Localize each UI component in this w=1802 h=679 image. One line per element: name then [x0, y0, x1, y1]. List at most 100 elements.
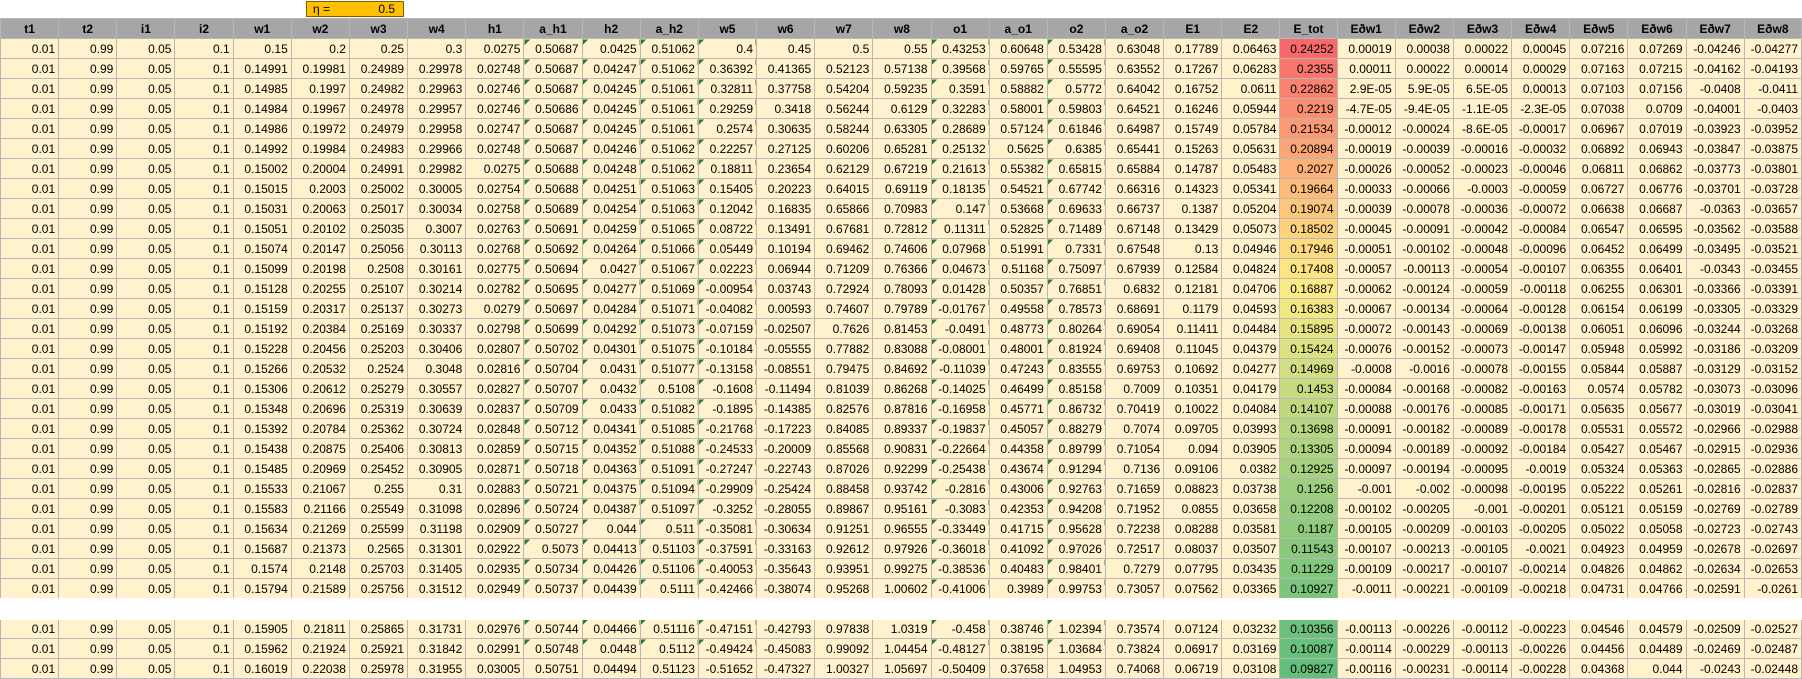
cell-a-h1[interactable]: 0.50689	[523, 198, 583, 219]
cell-o1[interactable]: 0.32283	[930, 98, 990, 119]
cell-t1[interactable]: 0.01	[0, 98, 60, 119]
cell-t2[interactable]: 0.99	[58, 398, 118, 419]
cell-e-w1[interactable]: -0.00114	[1336, 638, 1396, 659]
cell-w1[interactable]: 0.15266	[232, 358, 292, 379]
cell-e-w8[interactable]: -0.03329	[1743, 298, 1802, 319]
cell-e2[interactable]: 0.06463	[1221, 38, 1281, 59]
cell-e-w7[interactable]: -0.02469	[1685, 638, 1745, 659]
cell-e-tot[interactable]: 0.1187	[1279, 518, 1338, 539]
cell-w3[interactable]: 0.25107	[348, 278, 409, 299]
cell-e2[interactable]: 0.05341	[1221, 178, 1281, 199]
cell-w3[interactable]: 0.2508	[348, 258, 409, 279]
cell-i1[interactable]: 0.05	[116, 398, 176, 419]
cell-w3[interactable]: 0.25	[348, 38, 409, 59]
cell-a-o2[interactable]: 0.7279	[1104, 558, 1165, 579]
cell-w5[interactable]: -0.04082	[697, 298, 758, 319]
column-header[interactable]: w5	[697, 18, 758, 39]
cell-w4[interactable]: 0.31198	[407, 518, 467, 539]
cell-e-w6[interactable]: 0.06401	[1627, 258, 1687, 279]
cell-e-w8[interactable]: -0.02988	[1743, 418, 1802, 439]
cell-a-h2[interactable]: 0.51061	[639, 118, 699, 139]
cell-a-h2[interactable]: 0.51065	[639, 218, 699, 239]
cell-a-o2[interactable]: 0.66737	[1104, 198, 1165, 219]
cell-i2[interactable]: 0.1	[174, 538, 234, 559]
cell-w2[interactable]: 0.20612	[290, 378, 350, 399]
cell-t1[interactable]: 0.01	[0, 158, 60, 179]
cell-w5[interactable]: -0.00954	[697, 278, 758, 299]
cell-e-w6[interactable]: 0.05363	[1627, 458, 1687, 479]
cell-e-w8[interactable]: -0.03152	[1743, 358, 1802, 379]
cell-h2[interactable]: 0.04341	[581, 418, 641, 439]
cell-e-tot[interactable]: 0.09827	[1279, 658, 1338, 679]
cell-i1[interactable]: 0.05	[116, 498, 176, 519]
cell-e-w8[interactable]: -0.0403	[1743, 98, 1802, 119]
cell-i2[interactable]: 0.1	[174, 58, 234, 79]
cell-h2[interactable]: 0.04413	[581, 538, 641, 559]
cell-i1[interactable]: 0.05	[116, 58, 176, 79]
cell-h2[interactable]: 0.04246	[581, 138, 641, 159]
cell-o2[interactable]: 0.59803	[1046, 98, 1106, 119]
cell-h1[interactable]: 0.03005	[465, 658, 525, 679]
cell-e-w4[interactable]: -0.00118	[1511, 278, 1571, 299]
cell-e-w8[interactable]: -0.04277	[1743, 38, 1802, 59]
cell-e1[interactable]: 0.12181	[1163, 278, 1223, 299]
cell-e-tot[interactable]: 0.11543	[1279, 538, 1338, 559]
cell-h2[interactable]: 0.04363	[581, 458, 641, 479]
cell-e2[interactable]: 0.03581	[1221, 518, 1281, 539]
cell-w2[interactable]: 0.20004	[290, 158, 350, 179]
cell-e-w4[interactable]: -0.00017	[1511, 118, 1571, 139]
cell-e-w2[interactable]: -0.00168	[1394, 378, 1454, 399]
cell-a-o1[interactable]: 0.54521	[988, 178, 1048, 199]
cell-e-w3[interactable]: -0.001	[1452, 498, 1513, 519]
cell-o1[interactable]: 0.01428	[930, 278, 990, 299]
cell-e-tot[interactable]: 0.1453	[1279, 378, 1338, 399]
cell-t2[interactable]: 0.99	[58, 578, 118, 599]
cell-a-o1[interactable]: 0.60648	[988, 38, 1048, 59]
cell-a-h1[interactable]: 0.50688	[523, 158, 583, 179]
learning-rate-cell[interactable]: η = 0.5	[306, 1, 404, 17]
cell-e1[interactable]: 0.14787	[1163, 158, 1223, 179]
cell-e-w1[interactable]: 0.00011	[1336, 58, 1396, 79]
cell-e-w7[interactable]: -0.04246	[1685, 38, 1745, 59]
cell-e-w5[interactable]: 0.04456	[1569, 638, 1629, 659]
cell-i2[interactable]: 0.1	[174, 218, 234, 239]
cell-e-w5[interactable]: 0.06547	[1569, 218, 1629, 239]
cell-a-o1[interactable]: 0.53668	[988, 198, 1048, 219]
cell-w4[interactable]: 0.29958	[407, 118, 467, 139]
cell-w1[interactable]: 0.15348	[232, 398, 292, 419]
cell-w7[interactable]: 0.91251	[814, 518, 874, 539]
cell-w2[interactable]: 0.2003	[290, 178, 350, 199]
cell-e2[interactable]: 0.03365	[1221, 578, 1281, 599]
cell-a-o2[interactable]: 0.73574	[1104, 618, 1165, 639]
cell-e-tot[interactable]: 0.2027	[1279, 158, 1338, 179]
cell-o1[interactable]: 0.11311	[930, 218, 990, 239]
cell-e-w6[interactable]: 0.07269	[1627, 38, 1687, 59]
cell-t2[interactable]: 0.99	[58, 238, 118, 259]
cell-e-tot[interactable]: 0.13305	[1279, 438, 1338, 459]
cell-i1[interactable]: 0.05	[116, 458, 176, 479]
cell-a-h2[interactable]: 0.51062	[639, 58, 699, 79]
cell-a-h2[interactable]: 0.511	[639, 518, 699, 539]
cell-w5[interactable]: -0.1608	[697, 378, 758, 399]
cell-w1[interactable]: 0.15074	[232, 238, 292, 259]
cell-a-o1[interactable]: 0.42353	[988, 498, 1048, 519]
cell-w6[interactable]: -0.17223	[756, 418, 816, 439]
cell-a-h1[interactable]: 0.50687	[523, 38, 583, 59]
cell-w6[interactable]: -0.25424	[756, 478, 816, 499]
cell-e1[interactable]: 0.10692	[1163, 358, 1223, 379]
cell-e-w3[interactable]: -0.00092	[1452, 438, 1513, 459]
cell-e1[interactable]: 0.13429	[1163, 218, 1223, 239]
cell-w7[interactable]: 0.71209	[814, 258, 874, 279]
cell-o2[interactable]: 0.98401	[1046, 558, 1106, 579]
cell-w6[interactable]: -0.08551	[756, 358, 816, 379]
cell-e-w2[interactable]: -0.00182	[1394, 418, 1454, 439]
cell-w3[interactable]: 0.25035	[348, 218, 409, 239]
cell-e-w5[interactable]: 0.07163	[1569, 58, 1629, 79]
cell-w6[interactable]: 0.16835	[756, 198, 816, 219]
cell-e-w2[interactable]: -0.00078	[1394, 198, 1454, 219]
cell-e-w8[interactable]: -0.03209	[1743, 338, 1802, 359]
cell-w5[interactable]: -0.3252	[697, 498, 758, 519]
cell-i1[interactable]: 0.05	[116, 198, 176, 219]
cell-a-h1[interactable]: 0.50688	[523, 178, 583, 199]
cell-i2[interactable]: 0.1	[174, 398, 234, 419]
